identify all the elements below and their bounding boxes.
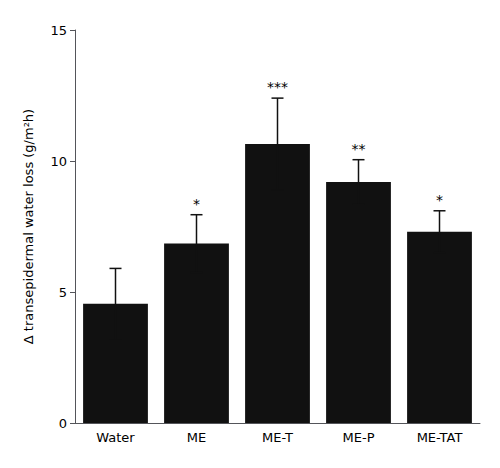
svg-text:10: 10 <box>50 154 67 169</box>
svg-text:Water: Water <box>96 430 135 445</box>
svg-text:Δ transepidermal water loss (g: Δ transepidermal water loss (g/m²h) <box>21 109 36 344</box>
svg-text:15: 15 <box>50 23 67 38</box>
svg-text:ME-P: ME-P <box>343 430 375 445</box>
svg-text:ME-TAT: ME-TAT <box>417 430 463 445</box>
svg-text:*: * <box>193 196 200 212</box>
svg-text:5: 5 <box>59 285 67 300</box>
svg-text:**: ** <box>352 141 366 157</box>
svg-text:*: * <box>436 192 443 208</box>
svg-text:ME: ME <box>187 430 206 445</box>
svg-text:***: *** <box>267 79 288 95</box>
svg-text:ME-T: ME-T <box>262 430 293 445</box>
svg-text:0: 0 <box>59 416 67 431</box>
